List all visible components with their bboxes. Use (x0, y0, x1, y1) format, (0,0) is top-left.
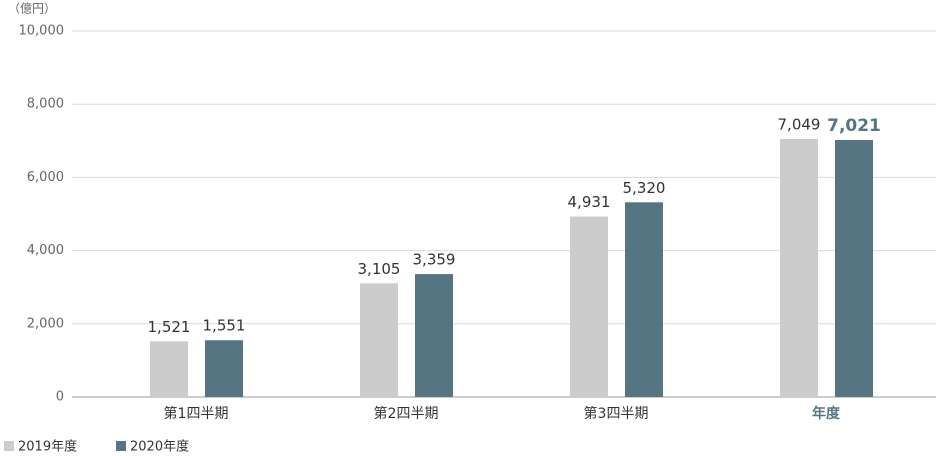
bar (415, 274, 453, 397)
legend-label: 2020年度 (130, 439, 189, 455)
y-tick-label: 10,000 (19, 24, 65, 39)
bar (625, 202, 663, 397)
bar (835, 140, 873, 397)
y-tick-label: 8,000 (27, 97, 64, 112)
y-tick-label: 6,000 (27, 170, 64, 185)
value-label: 3,105 (358, 260, 401, 278)
legend-swatch (116, 441, 126, 451)
y-axis-unit: （億円） (8, 2, 56, 16)
value-label: 7,021 (827, 116, 881, 136)
value-label: 1,551 (203, 317, 246, 335)
bar (780, 139, 818, 398)
bar (150, 341, 188, 397)
x-tick-label: 年度 (812, 405, 841, 422)
value-label: 4,931 (568, 193, 611, 211)
legend-label: 2019年度 (18, 439, 77, 455)
value-label: 3,359 (413, 251, 456, 269)
x-tick-label: 第3四半期 (584, 405, 649, 422)
value-label: 1,521 (148, 318, 191, 336)
value-label: 5,320 (623, 179, 666, 197)
legend-swatch (4, 441, 14, 451)
bar (205, 340, 243, 397)
x-tick-label: 第2四半期 (374, 405, 439, 422)
y-tick-label: 2,000 (27, 316, 64, 331)
y-tick-label: 0 (56, 390, 64, 405)
bar (360, 283, 398, 397)
y-tick-label: 4,000 (27, 243, 64, 258)
bar (570, 216, 608, 397)
value-label: 7,049 (778, 116, 821, 134)
x-tick-label: 第1四半期 (164, 405, 229, 422)
